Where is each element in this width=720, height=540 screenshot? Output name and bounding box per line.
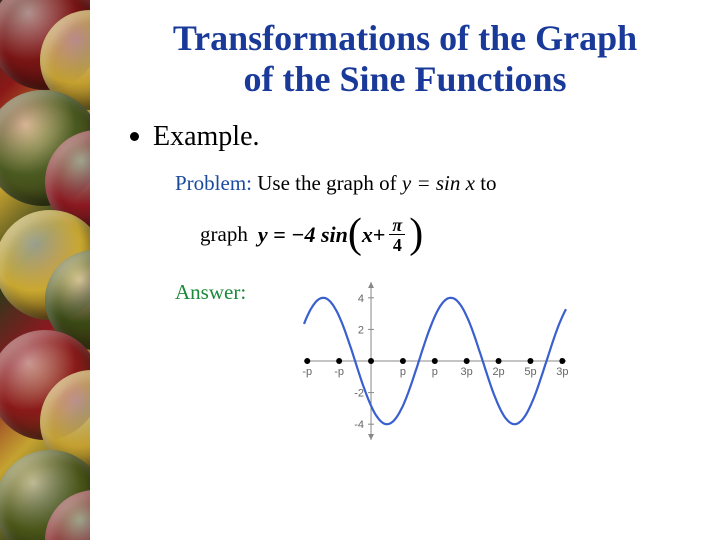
svg-text:2p: 2p — [493, 366, 505, 378]
answer-label: Answer: — [175, 280, 246, 305]
svg-text:5p: 5p — [524, 366, 536, 378]
formula-prefix: y = −4 sin — [258, 222, 348, 248]
frac-den: 4 — [393, 235, 402, 254]
graph-word: graph — [200, 222, 248, 247]
graph-line: graph y = −4 sin ( x + π 4 ) — [200, 216, 690, 254]
rparen-icon: ) — [409, 218, 423, 252]
svg-text:3p: 3p — [556, 366, 568, 378]
formula-var: x — [362, 222, 373, 248]
slide-content: Transformations of the Graph of the Sine… — [90, 0, 720, 540]
formula-plus: + — [373, 222, 386, 248]
problem-text-1: Use the graph of — [252, 171, 402, 195]
example-bullet-row: Example. — [130, 121, 690, 153]
svg-text:2: 2 — [358, 324, 364, 336]
problem-text-2: to — [475, 171, 497, 195]
formula-fraction: π 4 — [389, 216, 405, 254]
svg-text:3p: 3p — [461, 366, 473, 378]
lparen-icon: ( — [348, 218, 362, 252]
svg-text:p: p — [432, 366, 438, 378]
svg-text:p: p — [400, 366, 406, 378]
sine-chart: 4 2 -2 -4 -p -p p p 3p 2p 5p 3p — [276, 272, 576, 462]
problem-line: Problem: Use the graph of y = sin x to — [175, 171, 690, 196]
title-line-1: Transformations of the Graph — [173, 18, 637, 58]
svg-text:-p: -p — [303, 366, 313, 378]
svg-text:-p: -p — [334, 366, 344, 378]
chart-svg: 4 2 -2 -4 -p -p p p 3p 2p 5p 3p — [276, 272, 576, 462]
bullet-icon — [130, 132, 139, 141]
answer-row: Answer: 4 2 -2 -4 -p -p p p 3p 2p 5p 3p — [175, 272, 690, 462]
frac-num: π — [389, 216, 405, 235]
example-label: Example. — [153, 121, 260, 153]
decorative-sidebar — [0, 0, 90, 540]
slide-title: Transformations of the Graph of the Sine… — [120, 18, 690, 101]
problem-label: Problem: — [175, 171, 252, 195]
problem-equation: y = sin x — [402, 171, 475, 195]
svg-text:-2: -2 — [354, 387, 364, 399]
title-line-2: of the Sine Functions — [243, 59, 566, 99]
svg-text:-4: -4 — [354, 419, 364, 431]
svg-text:4: 4 — [358, 293, 364, 305]
formula: y = −4 sin ( x + π 4 ) — [258, 216, 423, 254]
